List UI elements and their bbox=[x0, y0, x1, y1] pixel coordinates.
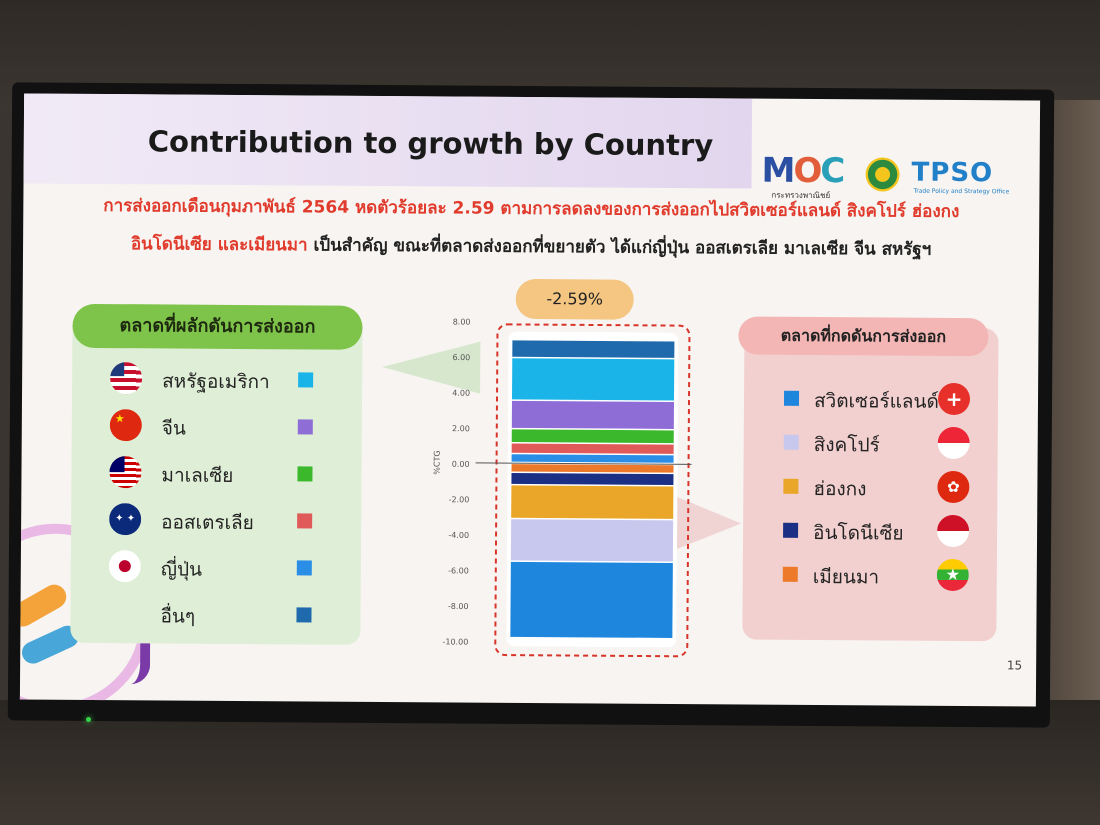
y-tick-label: 4.00 bbox=[452, 389, 470, 398]
legend-swatch bbox=[783, 478, 799, 494]
japan-flag-icon bbox=[108, 550, 141, 583]
headline-line-2: อินโดนีเซีย และเมียนมา เป็นสำคัญ ขณะที่ต… bbox=[23, 229, 1039, 263]
tpso-logo: TPSO bbox=[911, 157, 994, 189]
legend-label: ฮ่องกง bbox=[813, 477, 867, 501]
legend-swatch bbox=[298, 372, 314, 388]
headline-line-1: การส่งออกเดือนกุมภาพันธ์ 2564 หดตัวร้อยล… bbox=[103, 196, 960, 222]
legend-label: ญี่ปุ่น bbox=[160, 558, 203, 581]
negative-markets-title: ตลาดที่กดดันการส่งออก bbox=[738, 316, 989, 357]
legend-label: อื่นๆ bbox=[160, 605, 196, 628]
tpso-logo-caption: Trade Policy and Strategy Office bbox=[913, 187, 1010, 196]
legend-swatch bbox=[297, 466, 313, 482]
malaysia-flag-icon bbox=[109, 456, 142, 489]
indonesia-flag-icon bbox=[936, 514, 970, 548]
bar-segment bbox=[511, 400, 674, 429]
legend-label: ออสเตรเลีย bbox=[161, 511, 254, 535]
legend-label: สหรัฐอเมริกา bbox=[162, 370, 270, 394]
myanmar-flag-icon: ★ bbox=[936, 558, 969, 592]
headline-line-2-text: เป็นสำคัญ ขณะที่ตลาดส่งออกที่ขยายตัว ได้… bbox=[307, 235, 932, 260]
y-tick-label: 6.00 bbox=[452, 353, 470, 362]
china-flag-icon: ★ bbox=[109, 409, 142, 442]
switzerland-flag-icon: + bbox=[937, 382, 971, 416]
legend-label: สวิตเซอร์แลนด์ bbox=[813, 389, 939, 413]
singapore-flag-icon bbox=[937, 426, 970, 460]
y-tick-label: -10.00 bbox=[442, 637, 468, 646]
legend-swatch bbox=[783, 522, 799, 538]
chart-highlight-box bbox=[494, 323, 691, 658]
legend-label: จีน bbox=[161, 417, 186, 440]
legend-swatch bbox=[296, 560, 312, 576]
bar-segment bbox=[511, 485, 674, 519]
bar-segment bbox=[512, 340, 675, 358]
legend-swatch bbox=[297, 419, 313, 435]
y-tick-label: -6.00 bbox=[448, 566, 469, 575]
legend-swatch bbox=[783, 434, 799, 450]
y-tick-label: 2.00 bbox=[452, 424, 470, 433]
positive-markets-title: ตลาดที่ผลักดันการส่งออก bbox=[72, 303, 363, 350]
legend-label: อินโดนีเซีย bbox=[813, 521, 904, 545]
bar-segment bbox=[511, 472, 674, 486]
us-flag-icon bbox=[110, 362, 143, 395]
y-axis-label: %CTG bbox=[432, 450, 441, 474]
legend-label: มาเลเซีย bbox=[161, 464, 234, 487]
legend-swatch bbox=[296, 607, 312, 623]
y-tick-label: -4.00 bbox=[448, 531, 469, 540]
bar-segment bbox=[510, 561, 673, 638]
legend-swatch bbox=[297, 513, 313, 529]
legend-swatch bbox=[783, 390, 800, 406]
contribution-chart: 8.00 6.00 4.00 2.00 0.00 -2.00 -4.00 -6.00 -8.00… bbox=[432, 317, 693, 658]
australia-flag-icon: ✦ ✦ bbox=[109, 503, 142, 536]
y-tick-label: -2.00 bbox=[449, 495, 470, 504]
bar-segment bbox=[510, 519, 674, 562]
y-tick-label: -8.00 bbox=[448, 602, 469, 611]
y-tick-label: 0.00 bbox=[452, 460, 470, 469]
bar-segment bbox=[511, 429, 674, 444]
bar-segment bbox=[512, 358, 675, 401]
moc-logo: MOC bbox=[761, 150, 844, 192]
legend-label: เมียนมา bbox=[812, 565, 880, 589]
hongkong-flag-icon: ✿ bbox=[937, 470, 970, 504]
y-tick-label: 8.00 bbox=[453, 317, 471, 326]
legend-label: สิงคโปร์ bbox=[813, 433, 880, 457]
legend-swatch bbox=[782, 566, 798, 582]
bar-segment bbox=[511, 443, 674, 454]
page-number: 15 bbox=[1006, 658, 1023, 673]
headline-line-2-emphasis: อินโดนีเซีย และเมียนมา bbox=[130, 234, 308, 256]
bar-segment bbox=[511, 464, 674, 473]
slide-screen: Contribution to growth by Country MOC กร… bbox=[19, 93, 1041, 707]
slide-title: Contribution to growth by Country bbox=[147, 124, 714, 163]
power-led-icon bbox=[86, 717, 91, 722]
bar-segment bbox=[511, 454, 674, 463]
ministry-seal-icon bbox=[865, 157, 900, 192]
zero-line bbox=[475, 462, 693, 465]
